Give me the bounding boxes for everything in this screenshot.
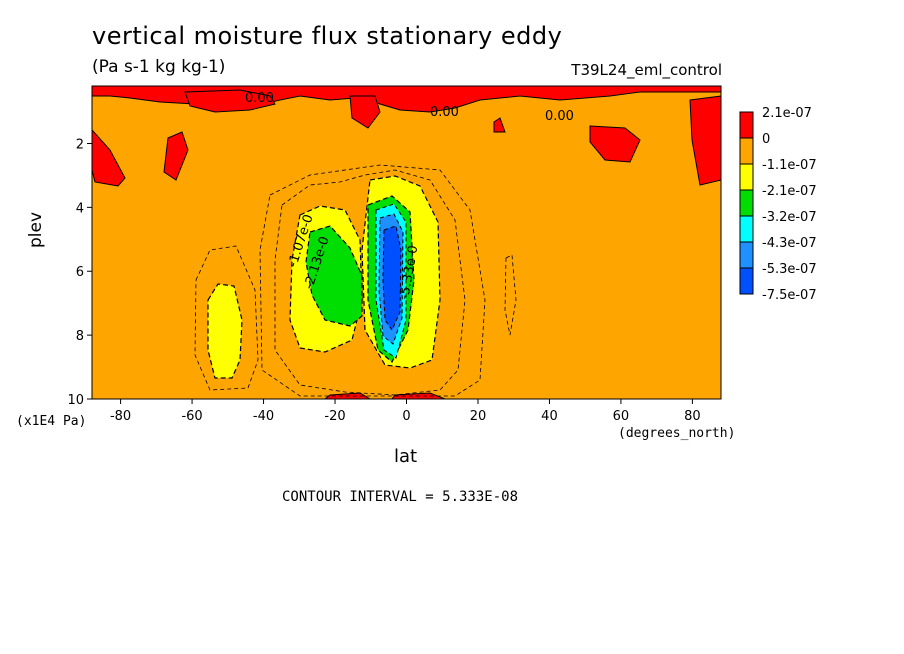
legend-label: -3.2e-07 <box>762 210 817 225</box>
x-axis-label: lat <box>394 446 418 467</box>
negative-regions-5 <box>382 225 402 332</box>
y-tick-label: 6 <box>76 265 84 280</box>
x-tick-label: -40 <box>253 409 274 424</box>
legend-swatch <box>739 215 754 243</box>
plot-field <box>92 86 721 399</box>
chart-title: vertical moisture flux stationary eddy <box>92 22 563 50</box>
contour-interval: CONTOUR INTERVAL = 5.333E-08 <box>282 489 519 505</box>
axes: -80 -60 -40 -20 0 20 40 60 80 2 4 6 8 10 <box>67 137 700 424</box>
legend-label: -5.3e-07 <box>762 262 817 277</box>
legend-swatch <box>739 111 754 139</box>
x-axis-units: (degrees_north) <box>618 426 736 441</box>
x-tick-label: -60 <box>181 409 202 424</box>
legend-label: -4.3e-07 <box>762 236 817 251</box>
chart-units: (Pa s-1 kg kg-1) <box>92 57 226 77</box>
y-tick-label: 10 <box>67 393 84 408</box>
contour-label: 0.00 <box>545 109 574 124</box>
legend-label: 2.1e-07 <box>762 106 812 121</box>
x-tick-label: 60 <box>613 409 630 424</box>
contour-label: 0.00 <box>245 91 274 106</box>
x-tick-label: 40 <box>541 409 558 424</box>
x-tick-label: -20 <box>324 409 345 424</box>
y-axis-units: (x1E4 Pa) <box>16 414 87 429</box>
legend: 2.1e-07 0 -1.1e-07 -2.1e-07 -3.2e-07 -4.3e-07… <box>739 106 817 303</box>
x-tick-label: 80 <box>684 409 701 424</box>
legend-swatch <box>739 189 754 217</box>
run-label: T39L24_eml_control <box>571 61 722 79</box>
y-tick-label: 2 <box>76 137 84 152</box>
x-tick-label: -80 <box>110 409 131 424</box>
legend-label: 0 <box>762 132 770 147</box>
legend-label: -1.1e-07 <box>762 158 817 173</box>
y-tick-label: 4 <box>76 201 84 216</box>
legend-swatch <box>739 163 754 191</box>
y-tick-label: 8 <box>76 329 84 344</box>
legend-label: -7.5e-07 <box>762 288 817 303</box>
legend-label: -2.1e-07 <box>762 184 817 199</box>
legend-swatch <box>739 137 754 165</box>
legend-swatch <box>739 241 754 269</box>
outer-contours <box>194 164 517 397</box>
contour-label: 0.00 <box>430 105 459 120</box>
x-tick-label: 0 <box>402 409 410 424</box>
x-tick-label: 20 <box>470 409 487 424</box>
legend-swatch <box>739 267 754 295</box>
